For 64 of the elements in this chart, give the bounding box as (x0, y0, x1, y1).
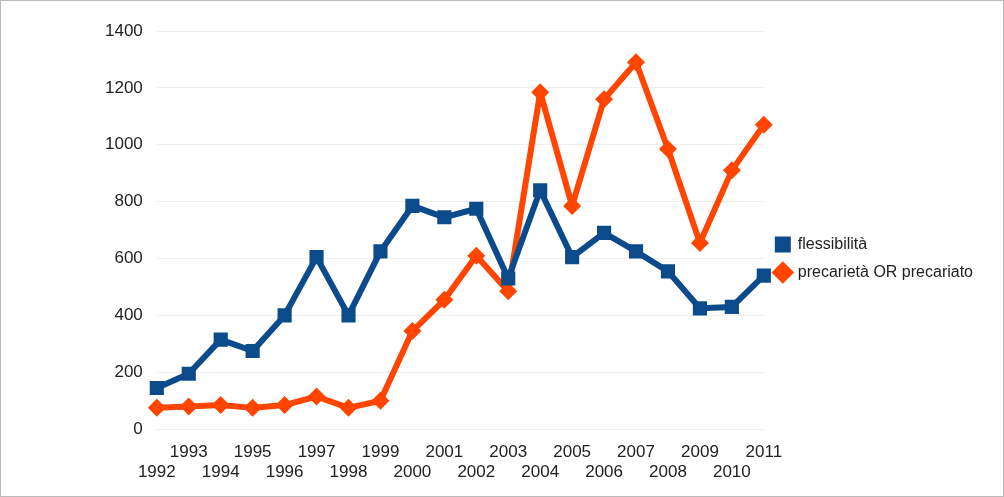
point (690, 233, 709, 252)
point (373, 244, 388, 259)
point (692, 301, 707, 316)
point (181, 366, 196, 381)
point (724, 299, 739, 314)
point (309, 250, 324, 265)
point (628, 244, 644, 259)
x-tick-label: 2002 (457, 462, 496, 482)
y-tick-label: 1000 (104, 134, 143, 154)
x-tick-label: 2007 (617, 442, 655, 462)
y-tick-label: 1400 (104, 20, 143, 40)
point (341, 308, 356, 323)
x-tick-label: 2011 (745, 442, 783, 462)
point (722, 161, 741, 180)
point (339, 398, 358, 417)
x-tick-label: 2005 (553, 442, 592, 462)
x-tick-label: 2009 (681, 442, 719, 462)
x-tick-label: 2010 (712, 462, 751, 482)
point (403, 322, 422, 341)
point (660, 264, 676, 279)
x-tick-label: 2006 (585, 462, 623, 482)
point (658, 140, 677, 159)
y-tick-label: 200 (114, 362, 143, 381)
point (213, 332, 228, 347)
point (245, 343, 260, 359)
point (469, 201, 484, 216)
x-tick-label: 1999 (361, 442, 400, 462)
point (435, 290, 454, 309)
x-tick-label: 2003 (489, 442, 528, 462)
x-tick-label: 2008 (649, 462, 687, 482)
point (275, 396, 294, 415)
point (501, 271, 516, 286)
y-tick-label: 0 (133, 418, 143, 438)
point (307, 387, 326, 406)
point (149, 380, 164, 396)
legend-label: flessibilità (797, 234, 868, 252)
point (627, 53, 646, 72)
x-tick-label: 2001 (425, 442, 464, 462)
y-tick-label: 400 (114, 305, 143, 325)
point (597, 225, 612, 241)
point (467, 246, 486, 265)
legend-label: precarietà OR precariato (797, 262, 974, 280)
x-tick-label: 1992 (137, 462, 176, 482)
point (756, 268, 771, 283)
point (565, 250, 580, 265)
point (437, 210, 452, 225)
x-tick-label: 1998 (329, 462, 368, 482)
x-tick-label: 1994 (201, 462, 240, 482)
x-tick-label: 2004 (521, 462, 560, 482)
x-tick-label: 1993 (169, 442, 208, 462)
y-tick-label: 600 (114, 248, 143, 268)
x-tick-label: 1995 (233, 442, 272, 462)
point (533, 183, 548, 198)
x-tick-label: 2000 (393, 462, 432, 482)
point (405, 198, 420, 213)
y-tick-label: 800 (114, 191, 143, 211)
point (754, 115, 773, 134)
x-tick-label: 1997 (297, 442, 336, 462)
point (277, 308, 292, 323)
point (371, 391, 390, 410)
x-tick-label: 1996 (265, 462, 304, 482)
point (595, 90, 614, 109)
point (147, 398, 166, 417)
y-tick-label: 1200 (104, 77, 143, 97)
